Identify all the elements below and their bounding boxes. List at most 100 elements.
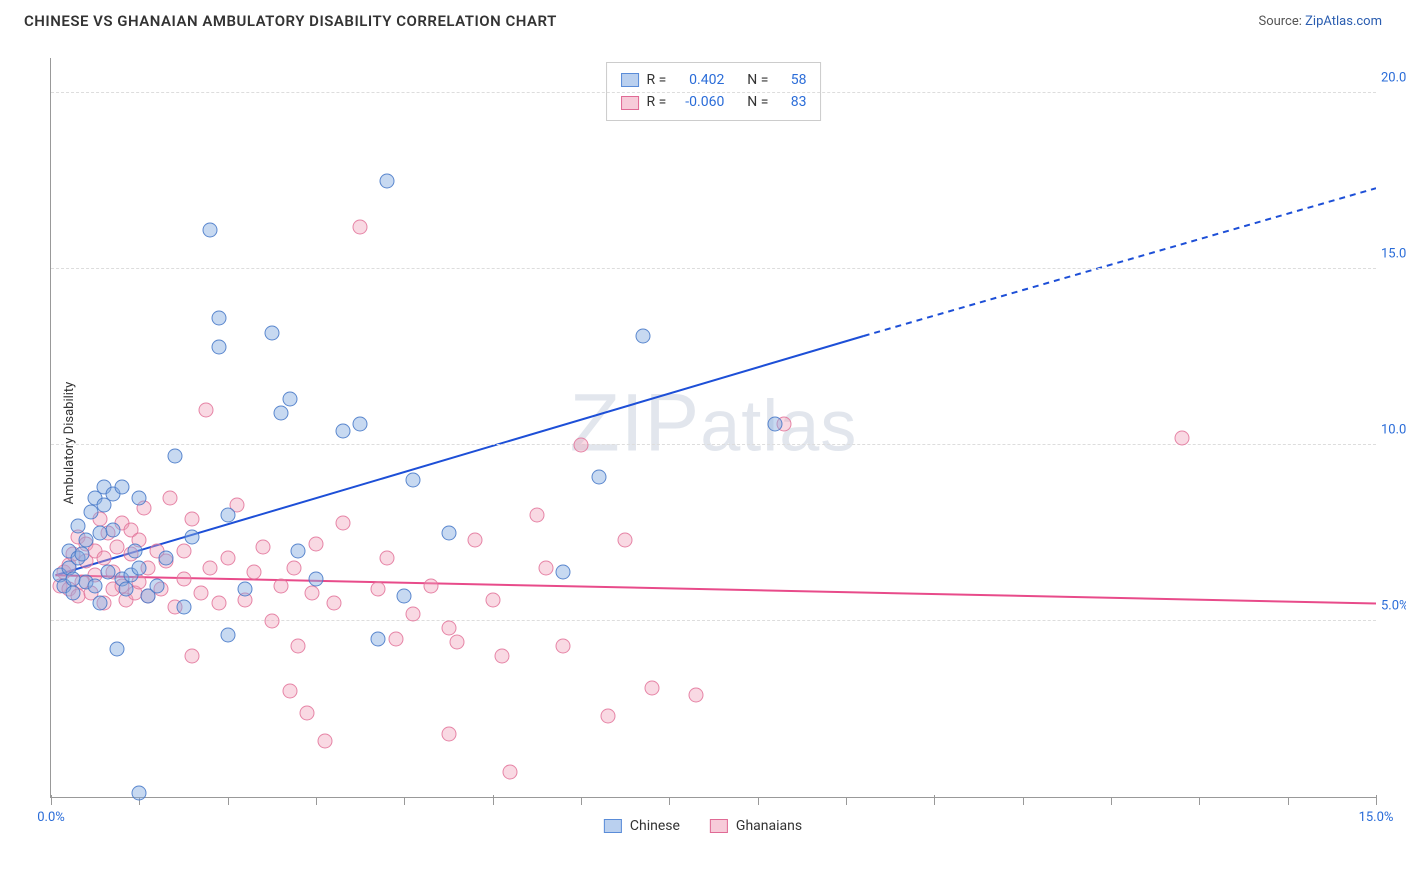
ytick-label: 15.0% <box>1381 247 1406 262</box>
ytick-label: 20.0% <box>1381 71 1406 86</box>
scatter-point <box>406 607 421 622</box>
scatter-point <box>247 564 262 579</box>
xtick-major <box>1376 795 1377 805</box>
xtick-major <box>51 795 52 805</box>
scatter-point <box>70 519 85 534</box>
xtick-minor <box>1288 797 1289 805</box>
swatch-chinese-bottom-icon <box>604 819 622 833</box>
scatter-point <box>176 571 191 586</box>
scatter-point <box>370 582 385 597</box>
scatter-point <box>176 543 191 558</box>
xtick-label: 0.0% <box>37 810 65 825</box>
plot-area: ZIPatlas R = 0.402 N = 58 R = -0.060 N =… <box>50 58 1376 798</box>
scatter-point <box>150 578 165 593</box>
scatter-point <box>441 621 456 636</box>
scatter-point <box>317 733 332 748</box>
scatter-point <box>105 522 120 537</box>
scatter-point <box>291 543 306 558</box>
scatter-point <box>441 726 456 741</box>
swatch-ghanaian-icon <box>621 96 639 110</box>
r-value-ghanaian: -0.060 <box>674 91 724 113</box>
scatter-point <box>282 684 297 699</box>
scatter-point <box>132 786 147 801</box>
scatter-point <box>132 490 147 505</box>
bottom-legend-chinese: Chinese <box>604 818 680 834</box>
scatter-point <box>92 596 107 611</box>
scatter-point <box>97 550 112 565</box>
scatter-point <box>211 311 226 326</box>
source-label: Source: ZipAtlas.com <box>1258 14 1382 29</box>
header-row: CHINESE VS GHANAIAN AMBULATORY DISABILIT… <box>0 0 1406 38</box>
scatter-point <box>256 540 271 555</box>
legend-rn-row-ghanaian: R = -0.060 N = 83 <box>621 91 807 113</box>
xtick-minor <box>846 797 847 805</box>
scatter-point <box>618 533 633 548</box>
scatter-point <box>92 526 107 541</box>
scatter-point <box>370 631 385 646</box>
scatter-point <box>264 325 279 340</box>
n-label-chinese: N = <box>747 69 768 91</box>
scatter-point <box>309 571 324 586</box>
scatter-point <box>119 582 134 597</box>
source-prefix: Source: <box>1258 14 1305 29</box>
bottom-legend-ghanaian: Ghanaians <box>710 818 802 834</box>
r-label-ghanaian: R = <box>647 91 667 113</box>
scatter-point <box>538 561 553 576</box>
chart-container: Ambulatory Disability ZIPatlas R = 0.402… <box>0 38 1406 848</box>
trendline <box>55 575 1376 603</box>
xtick-minor <box>404 797 405 805</box>
scatter-point <box>211 339 226 354</box>
scatter-point <box>353 219 368 234</box>
xtick-major <box>493 795 494 805</box>
scatter-point <box>176 599 191 614</box>
scatter-point <box>185 512 200 527</box>
xtick-minor <box>228 797 229 805</box>
n-label-ghanaian: N = <box>747 91 768 113</box>
swatch-ghanaian-bottom-icon <box>710 819 728 833</box>
watermark: ZIPatlas <box>570 376 858 470</box>
scatter-point <box>485 592 500 607</box>
scatter-point <box>286 561 301 576</box>
ytick-label: 5.0% <box>1381 599 1406 614</box>
source-link[interactable]: ZipAtlas.com <box>1305 14 1382 29</box>
scatter-point <box>574 438 589 453</box>
scatter-point <box>304 585 319 600</box>
xtick-major <box>934 795 935 805</box>
n-value-chinese: 58 <box>776 69 806 91</box>
scatter-point <box>503 765 518 780</box>
scatter-point <box>406 473 421 488</box>
gridline-h <box>51 620 1376 621</box>
xtick-label: 15.0% <box>1359 810 1394 825</box>
scatter-point <box>185 529 200 544</box>
scatter-point <box>273 406 288 421</box>
scatter-point <box>194 585 209 600</box>
scatter-point <box>688 687 703 702</box>
chart-title: CHINESE VS GHANAIAN AMBULATORY DISABILIT… <box>24 12 557 30</box>
scatter-point <box>423 578 438 593</box>
scatter-point <box>494 649 509 664</box>
scatter-point <box>556 564 571 579</box>
scatter-point <box>158 550 173 565</box>
scatter-point <box>379 174 394 189</box>
scatter-point <box>529 508 544 523</box>
xtick-minor <box>669 797 670 805</box>
scatter-point <box>450 635 465 650</box>
scatter-point <box>600 709 615 724</box>
scatter-point <box>264 614 279 629</box>
scatter-point <box>203 561 218 576</box>
scatter-point <box>591 469 606 484</box>
swatch-chinese-icon <box>621 73 639 87</box>
scatter-point <box>238 582 253 597</box>
xtick-minor <box>581 797 582 805</box>
scatter-point <box>74 547 89 562</box>
scatter-point <box>1174 431 1189 446</box>
xtick-minor <box>1199 797 1200 805</box>
scatter-point <box>468 533 483 548</box>
scatter-point <box>326 596 341 611</box>
scatter-point <box>185 649 200 664</box>
scatter-point <box>220 628 235 643</box>
scatter-point <box>132 561 147 576</box>
scatter-point <box>353 416 368 431</box>
r-label-chinese: R = <box>647 69 667 91</box>
scatter-point <box>66 585 81 600</box>
